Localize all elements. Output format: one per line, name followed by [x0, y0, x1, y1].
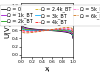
Ω = 0: [40, 29, 42, 30]
Ω = 4k_BT: [63, 29, 64, 30]
Ω = 6k_BT: [40, 31, 42, 32]
Ω = 1k_BT: [59, 30, 60, 31]
Ω = 5k_BT: [59, 28, 60, 29]
Ω = 6k_BT: [21, 28, 22, 29]
Ω = 6k_BT: [72, 31, 73, 32]
Ω = 2.4k_BT: [59, 30, 60, 31]
Ω = 6k_BT: [59, 28, 60, 29]
Ω = 2.4k_BT: [30, 30, 31, 31]
Ω = 6k_BT: [68, 27, 69, 28]
Ω = 1k_BT: [63, 31, 64, 32]
Ω = 0: [21, 22, 22, 23]
Line: Ω = 2k_BT: Ω = 2k_BT: [22, 24, 73, 36]
Ω = 4k_BT: [59, 29, 60, 30]
Ω = 5k_BT: [52, 29, 53, 30]
Ω = 0: [30, 28, 31, 29]
Ω = 2.4k_BT: [40, 30, 42, 31]
X-axis label: xⱼ: xⱼ: [44, 66, 50, 72]
Ω = 1k_BT: [40, 29, 42, 30]
Ω = 2.4k_BT: [63, 30, 64, 31]
Ω = 3k_BT: [72, 35, 73, 36]
Line: Ω = 3k_BT: Ω = 3k_BT: [22, 25, 73, 35]
Ω = 3k_BT: [63, 29, 64, 30]
Ω = 3k_BT: [59, 29, 60, 30]
Ω = 1k_BT: [52, 30, 53, 31]
Ω = 2k_BT: [54, 30, 55, 31]
Ω = 0: [52, 30, 53, 31]
Ω = 6k_BT: [52, 29, 53, 30]
Ω = 5k_BT: [54, 29, 55, 30]
Ω = 4k_BT: [54, 29, 55, 30]
Ω = 2k_BT: [59, 30, 60, 31]
Ω = 5k_BT: [72, 32, 73, 33]
Ω = 3k_BT: [30, 30, 31, 31]
Ω = 2.4k_BT: [21, 24, 22, 25]
Ω = 6k_BT: [30, 32, 31, 33]
Ω = 2k_BT: [52, 30, 53, 31]
Ω = 0: [63, 31, 64, 32]
Ω = 4k_BT: [52, 29, 53, 30]
Ω = 0: [72, 38, 73, 39]
Ω = 2.4k_BT: [72, 35, 73, 36]
Ω = 1k_BT: [54, 30, 55, 31]
Ω = 2k_BT: [40, 30, 42, 31]
Ω = 4k_BT: [40, 30, 42, 31]
Ω = 1k_BT: [72, 37, 73, 38]
Ω = 3k_BT: [21, 25, 22, 26]
Ω = 5k_BT: [21, 27, 22, 28]
Line: Ω = 5k_BT: Ω = 5k_BT: [22, 27, 73, 33]
Ω = 2k_BT: [72, 36, 73, 37]
Y-axis label: U(V): U(V): [4, 22, 10, 38]
Ω = 3k_BT: [54, 29, 55, 30]
Ω = 6k_BT: [54, 28, 55, 29]
Ω = 1k_BT: [21, 23, 22, 24]
Ω = 5k_BT: [63, 28, 64, 29]
Ω = 0: [54, 30, 55, 31]
Ω = 4k_BT: [30, 31, 31, 32]
Ω = 2.4k_BT: [52, 30, 53, 31]
Line: Ω = 4k_BT: Ω = 4k_BT: [22, 26, 73, 34]
Ω = 0: [59, 31, 60, 32]
Legend: Ω = 0, Ω = 1k_BT, Ω = 2k_BT, Ω = 2.4k_BT, Ω = 3k_BT, Ω = 4k_BT, Ω = 5k_BT, Ω = 6: Ω = 0, Ω = 1k_BT, Ω = 2k_BT, Ω = 2.4k_BT…: [0, 5, 100, 26]
Ω = 1k_BT: [30, 29, 31, 30]
Ω = 2k_BT: [21, 24, 22, 25]
Ω = 2k_BT: [63, 30, 64, 31]
Line: Ω = 1k_BT: Ω = 1k_BT: [22, 23, 73, 37]
Ω = 3k_BT: [40, 30, 42, 31]
Line: Ω = 2.4k_BT: Ω = 2.4k_BT: [22, 25, 73, 36]
Line: Ω = 6k_BT: Ω = 6k_BT: [22, 27, 73, 33]
Line: Ω = 0: Ω = 0: [22, 22, 73, 38]
Ω = 4k_BT: [21, 26, 22, 27]
Ω = 6k_BT: [63, 27, 64, 28]
Ω = 2.4k_BT: [54, 30, 55, 31]
